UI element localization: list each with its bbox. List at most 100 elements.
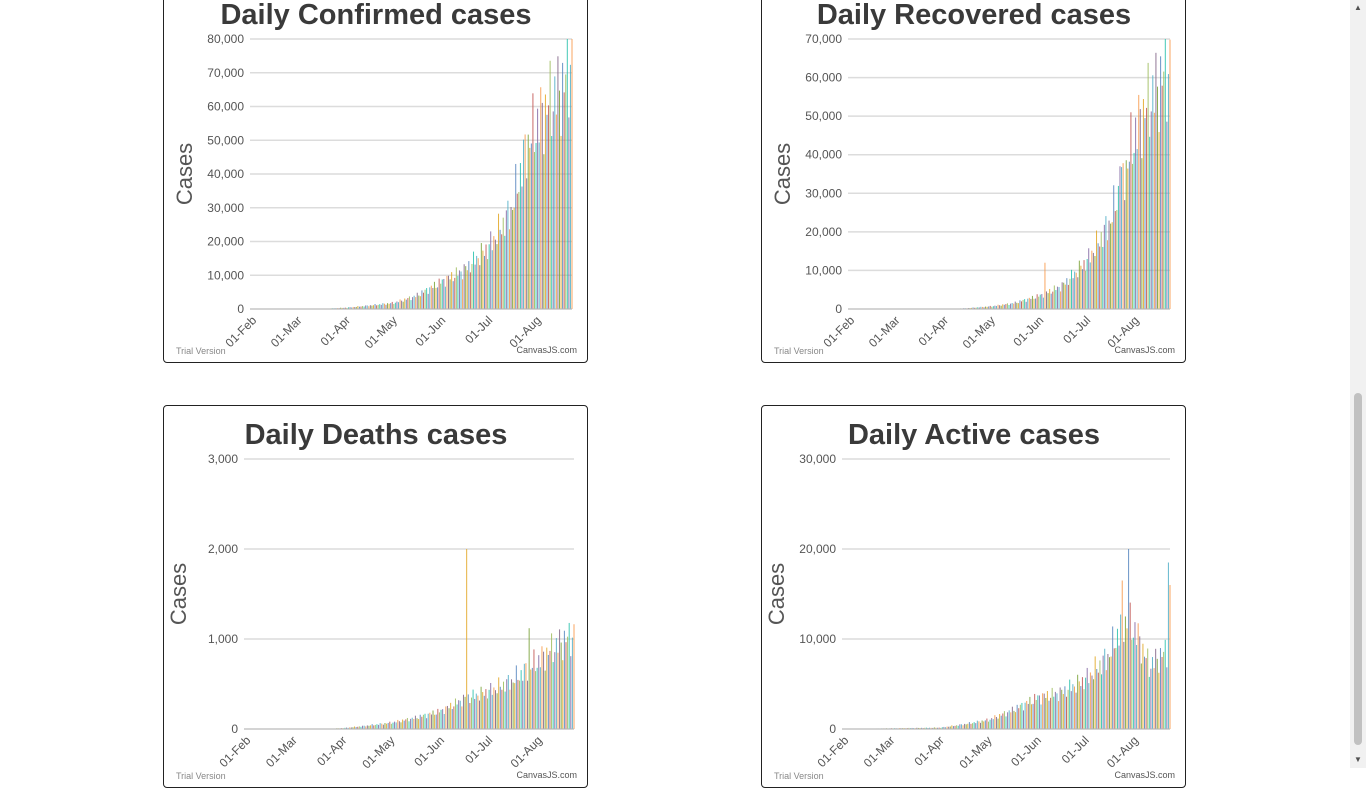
canvasjs-credit-link[interactable]: CanvasJS.com [1114,770,1175,780]
bar [543,154,544,309]
bar [567,637,568,729]
bar [1007,303,1008,309]
scroll-up-arrow-icon[interactable]: ▲ [1350,0,1366,16]
bar [448,276,449,309]
bar [1124,200,1125,309]
trial-version-watermark: Trial Version [176,771,226,781]
y-tick-label: 0 [237,302,244,316]
bar [570,656,571,729]
bar [1165,640,1166,729]
bar [441,710,442,729]
bar [967,724,968,729]
bar [1141,663,1142,729]
bar [1084,689,1085,729]
bar [454,278,455,309]
bar [410,719,411,729]
bar [991,718,992,729]
bar [980,723,981,729]
bar [530,670,531,729]
bar [1074,272,1075,309]
bar [994,306,995,309]
bar [493,687,494,729]
bar [481,687,482,729]
bar [372,724,373,729]
bar [532,93,533,309]
bar [412,297,413,309]
bar [1009,305,1010,309]
bar [559,91,560,309]
bar [437,709,438,729]
page-scrollbar[interactable]: ▲ ▼ [1350,0,1366,768]
bar [370,725,371,729]
bar [462,279,463,309]
bar [392,723,393,729]
bar [532,668,533,729]
bar [543,652,544,729]
bar [1076,273,1077,309]
bar [1168,563,1169,730]
bar [504,236,505,309]
bar [405,719,406,729]
bar [459,270,460,309]
bar [1101,232,1102,309]
bar [509,690,510,729]
bar [1099,247,1100,309]
bar [426,288,427,309]
bar [1005,304,1006,309]
bar [1053,697,1054,729]
x-tick-label: 01-Mar [866,313,903,350]
x-tick-label: 01-Jun [1008,733,1044,769]
bar [517,194,518,309]
bar [1102,247,1103,309]
bar [373,305,374,309]
canvasjs-credit-link[interactable]: CanvasJS.com [516,770,577,780]
bar [1004,305,1005,309]
y-tick-label: 0 [835,302,842,316]
bar [486,244,487,309]
bar [498,677,499,729]
bar [1094,256,1095,309]
bar [1068,285,1069,309]
bar [493,236,494,309]
canvasjs-credit-link[interactable]: CanvasJS.com [516,345,577,355]
canvasjs-credit-link[interactable]: CanvasJS.com [1114,345,1175,355]
bar [367,725,368,729]
bar [432,288,433,309]
bar [1069,680,1070,729]
bar [389,304,390,309]
bar [548,105,549,309]
bar [540,667,541,729]
bar [394,722,395,729]
y-tick-label: 20,000 [207,235,244,249]
bar [484,696,485,729]
bar [545,671,546,729]
bar [1162,657,1163,729]
bar [379,304,380,309]
x-tick-label: 01-Mar [268,313,305,350]
bar [1162,86,1163,309]
bar [1064,686,1065,729]
scroll-thumb[interactable] [1354,393,1362,745]
y-tick-label: 30,000 [207,201,244,215]
active-chart: Daily Active cases010,00020,00030,000Cas… [762,406,1186,788]
scroll-down-arrow-icon[interactable]: ▼ [1350,752,1366,768]
bar [417,718,418,729]
bar [451,272,452,309]
bar [1046,291,1047,309]
y-tick-label: 60,000 [805,71,842,85]
bar [482,251,483,309]
bar [475,265,476,309]
bar [1034,694,1035,729]
bar [501,234,502,309]
bar [1007,712,1008,729]
bar [1084,260,1085,309]
bar [1114,648,1115,729]
bar [550,61,551,309]
bar [996,717,997,729]
bar [994,715,995,729]
bar [389,722,390,729]
bar [420,715,421,729]
